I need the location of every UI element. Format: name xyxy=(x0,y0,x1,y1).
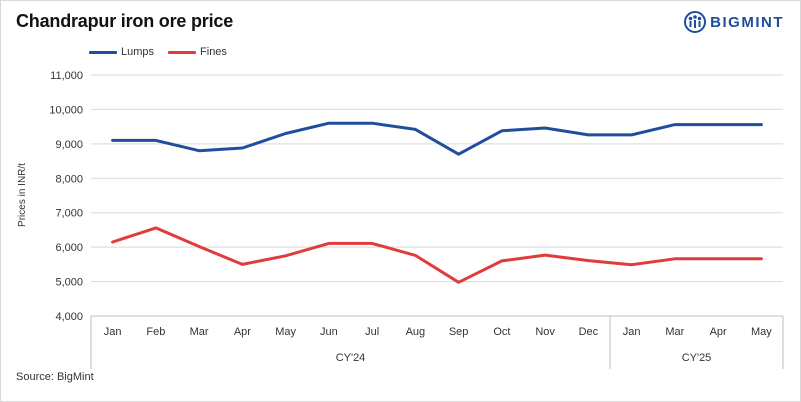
x-tick-label: Dec xyxy=(579,326,599,338)
y-tick-label: 8,000 xyxy=(55,173,83,185)
series-line-lumps xyxy=(111,121,763,156)
y-tick-label: 6,000 xyxy=(55,242,83,254)
x-tick-label: Oct xyxy=(493,326,510,338)
gridlines xyxy=(91,74,783,317)
x-tick-label: Nov xyxy=(535,326,555,338)
source-note: Source: BigMint xyxy=(16,371,94,383)
bigmint-logo-icon xyxy=(684,11,707,33)
x-axis: Jan Feb Mar Apr May Jun Jul Aug Sep Oct Nov Dec Jan M… xyxy=(90,315,784,369)
chart-legend: Lumps Fines xyxy=(89,46,241,58)
x-tick-label: Apr xyxy=(710,326,727,338)
y-axis-label: Prices in INR/t xyxy=(17,163,28,227)
x-group-label: CY'25 xyxy=(682,352,712,364)
y-tick-label: 5,000 xyxy=(55,277,83,289)
x-tick-label: Jan xyxy=(104,326,122,338)
x-tick-label: Jun xyxy=(320,326,338,338)
y-tick-label: 4,000 xyxy=(55,311,83,323)
x-tick-label: May xyxy=(751,326,772,338)
x-tick-label: Mar xyxy=(190,326,209,338)
legend-item-fines: Fines xyxy=(168,46,227,58)
x-tick-label: Feb xyxy=(146,326,165,338)
x-tick-label: Aug xyxy=(406,326,426,338)
legend-item-lumps: Lumps xyxy=(89,46,154,58)
legend-swatch-lumps xyxy=(89,50,117,54)
x-tick-label: Sep xyxy=(449,326,469,338)
x-tick-label: May xyxy=(275,326,296,338)
brand-name: BIGMINT xyxy=(710,13,784,31)
x-tick-label: Apr xyxy=(234,326,251,338)
y-tick-label: 9,000 xyxy=(55,139,83,151)
x-group-label: CY'24 xyxy=(336,352,366,364)
series-line-fines xyxy=(111,226,763,284)
legend-label-fines: Fines xyxy=(200,46,227,58)
y-axis: 4,000 5,000 6,000 7,000 8,000 9,000 10,000 11,0… xyxy=(49,70,83,323)
legend-label-lumps: Lumps xyxy=(121,46,155,58)
series-lines xyxy=(111,121,763,284)
brand-logo: BIGMINT xyxy=(684,11,784,33)
legend-swatch-fines xyxy=(168,50,197,54)
y-tick-label: 10,000 xyxy=(49,104,83,116)
y-tick-label: 11,000 xyxy=(50,70,83,82)
chart-title: Chandrapur iron ore price xyxy=(16,11,234,31)
x-tick-label: Jul xyxy=(365,326,379,338)
x-tick-label: Mar xyxy=(665,326,684,338)
y-tick-label: 7,000 xyxy=(55,208,83,220)
x-tick-label: Jan xyxy=(623,326,641,338)
